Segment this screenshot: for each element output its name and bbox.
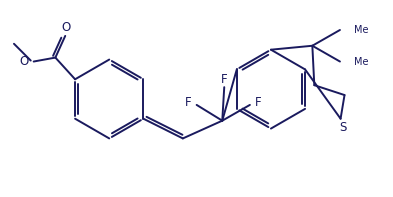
Text: O: O — [20, 55, 29, 68]
Text: Me: Me — [354, 25, 368, 35]
Text: Me: Me — [354, 57, 368, 67]
Text: O: O — [62, 20, 71, 33]
Text: F: F — [185, 97, 192, 110]
Text: F: F — [221, 73, 228, 86]
Text: F: F — [255, 97, 261, 110]
Text: S: S — [339, 121, 346, 134]
